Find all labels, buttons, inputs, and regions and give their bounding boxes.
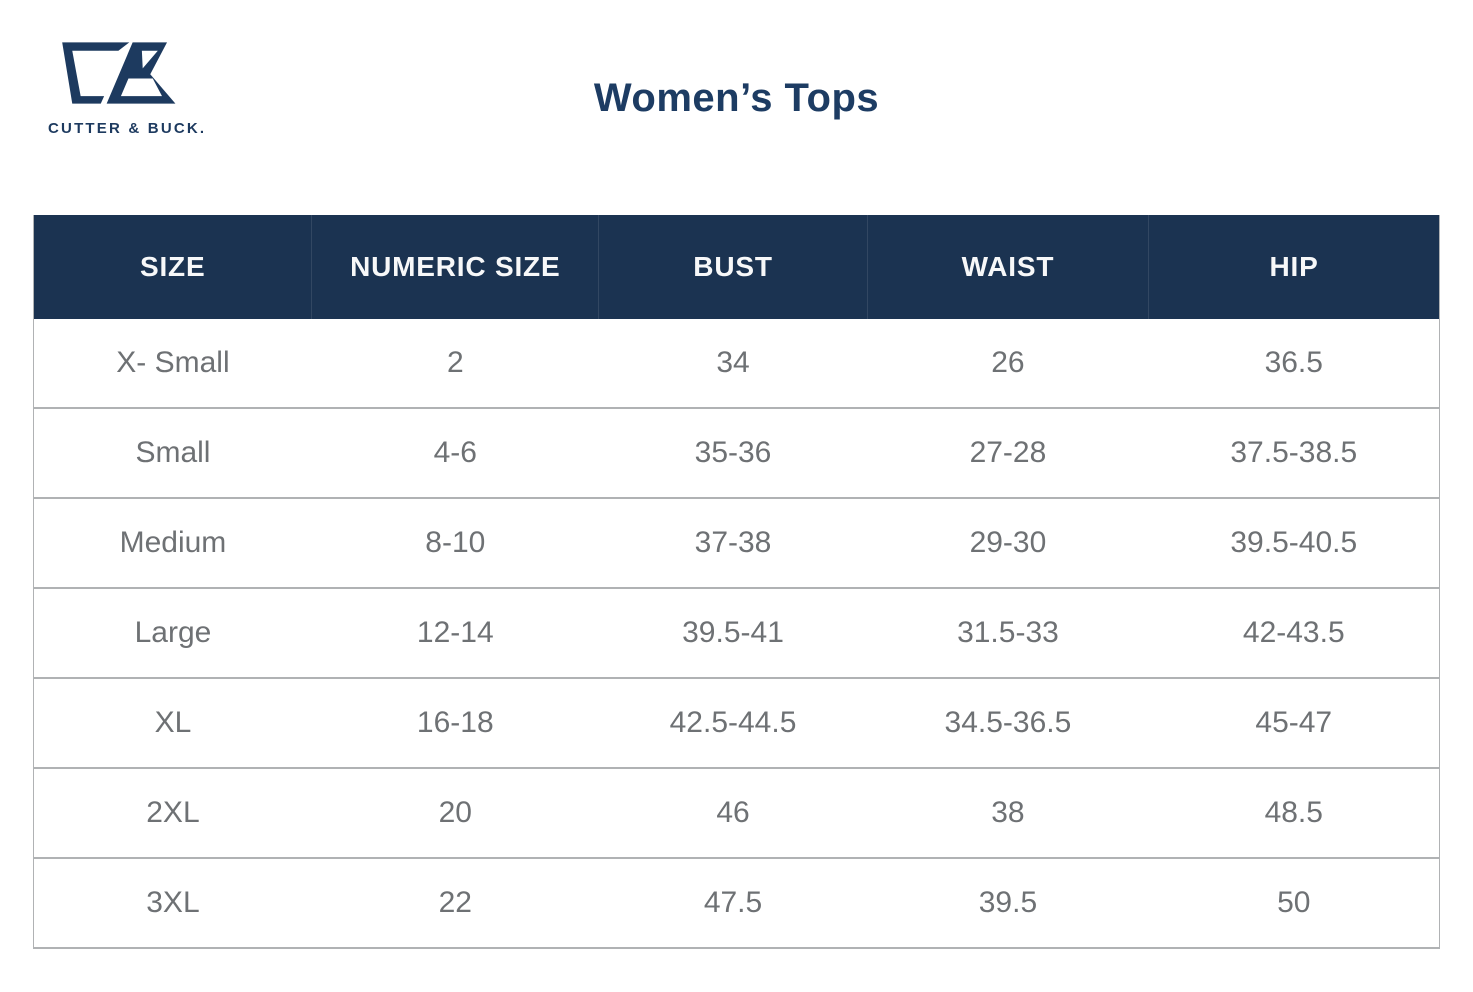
measurement-cell: 47.5	[598, 858, 868, 949]
size-label-cell: Small	[33, 408, 312, 499]
table-row: X- Small 2 34 26 36.5	[33, 319, 1440, 409]
measurement-cell: 16-18	[311, 678, 599, 769]
column-header-hip: HIP	[1148, 215, 1440, 319]
page-title: Women’s Tops	[593, 76, 880, 120]
measurement-cell: 27-28	[867, 408, 1149, 499]
measurement-cell: 38	[867, 768, 1149, 859]
size-label-cell: 3XL	[33, 858, 312, 949]
measurement-cell: 12-14	[311, 588, 599, 679]
table-row: Medium 8-10 37-38 29-30 39.5-40.5	[33, 498, 1440, 589]
measurement-cell: 39.5	[867, 858, 1149, 949]
measurement-cell: 37.5-38.5	[1148, 408, 1440, 499]
size-label-cell: Medium	[33, 498, 312, 589]
measurement-cell: 8-10	[311, 498, 599, 589]
measurement-cell: 50	[1148, 858, 1440, 949]
measurement-cell: 46	[598, 768, 868, 859]
measurement-cell: 20	[311, 768, 599, 859]
measurement-cell: 29-30	[867, 498, 1149, 589]
column-header-size: SIZE	[33, 215, 312, 319]
measurement-cell: 45-47	[1148, 678, 1440, 769]
size-label-cell: X- Small	[33, 319, 312, 409]
measurement-cell: 26	[867, 319, 1149, 409]
measurement-cell: 2	[311, 319, 599, 409]
column-header-numeric-size: NUMERIC SIZE	[311, 215, 599, 319]
table-row: Large 12-14 39.5-41 31.5-33 42-43.5	[33, 588, 1440, 679]
column-header-row: SIZE NUMERIC SIZE BUST WAIST HIP	[33, 215, 1440, 319]
table-header: SIZE NUMERIC SIZE BUST WAIST HIP	[33, 215, 1440, 319]
measurement-cell: 39.5-41	[598, 588, 868, 679]
measurement-cell: 31.5-33	[867, 588, 1149, 679]
measurement-cell: 34	[598, 319, 868, 409]
table-row: XL 16-18 42.5-44.5 34.5-36.5 45-47	[33, 678, 1440, 769]
measurement-cell: 36.5	[1148, 319, 1440, 409]
measurement-cell: 37-38	[598, 498, 868, 589]
size-label-cell: Large	[33, 588, 312, 679]
column-header-bust: BUST	[598, 215, 868, 319]
cb-monogram-icon	[62, 42, 176, 104]
measurement-cell: 39.5-40.5	[1148, 498, 1440, 589]
size-table: SIZE NUMERIC SIZE BUST WAIST HIP X- Small 2 34…	[33, 215, 1440, 949]
table-row: 2XL 20 46 38 48.5	[33, 768, 1440, 859]
measurement-cell: 4-6	[311, 408, 599, 499]
table-row: 3XL 22 47.5 39.5 50	[33, 858, 1440, 949]
brand-logo: CUTTER & BUCK.	[48, 34, 218, 137]
table-row: Small 4-6 35-36 27-28 37.5-38.5	[33, 408, 1440, 499]
measurement-cell: 42.5-44.5	[598, 678, 868, 769]
size-label-cell: XL	[33, 678, 312, 769]
size-label-cell: 2XL	[33, 768, 312, 859]
table-body: X- Small 2 34 26 36.5 Small 4-6 35-36 27-28 37.5-…	[33, 319, 1440, 949]
measurement-cell: 48.5	[1148, 768, 1440, 859]
measurement-cell: 42-43.5	[1148, 588, 1440, 679]
measurement-cell: 22	[311, 858, 599, 949]
brand-wordmark: CUTTER & BUCK.	[48, 120, 207, 137]
measurement-cell: 35-36	[598, 408, 868, 499]
column-header-waist: WAIST	[866, 215, 1149, 319]
measurement-cell: 34.5-36.5	[867, 678, 1149, 769]
